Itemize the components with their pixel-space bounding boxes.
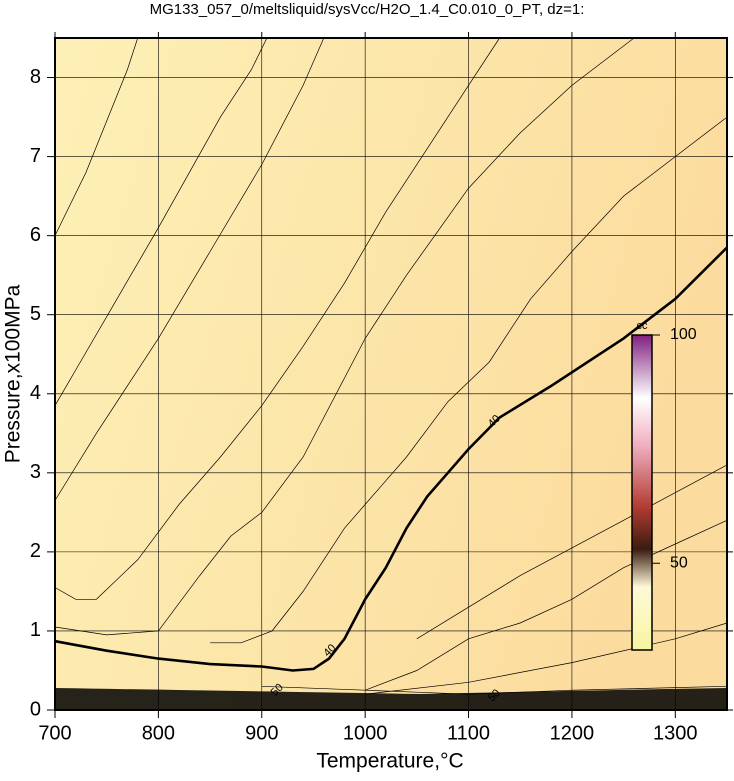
x-tick-label: 1200 xyxy=(550,722,595,744)
x-tick-label: 1000 xyxy=(343,722,388,744)
x-tick-label: 700 xyxy=(38,722,71,744)
y-tick-label: 5 xyxy=(30,303,41,325)
contour-line xyxy=(365,622,728,695)
contour-line xyxy=(210,116,728,644)
contour-line xyxy=(54,37,500,600)
y-tick-label: 7 xyxy=(30,145,41,167)
colorbar-label: cc xyxy=(637,320,649,332)
y-tick-label: 0 xyxy=(30,698,41,720)
contour-line xyxy=(416,464,728,640)
colorbar xyxy=(631,334,653,651)
x-tick-label: 1100 xyxy=(447,722,490,744)
y-tick-label: 3 xyxy=(30,461,41,483)
y-tick-label: 6 xyxy=(30,224,41,246)
plot-area: 40405050 xyxy=(54,37,728,711)
contour-line xyxy=(54,37,268,406)
x-tick-label: 800 xyxy=(142,722,175,744)
x-axis-label: Temperature,°C xyxy=(316,750,463,773)
contour-line-bold xyxy=(54,246,728,672)
y-axis-label: Pressure,x100MPa xyxy=(2,284,25,463)
x-tick-label: 1300 xyxy=(653,722,698,744)
plot-frame xyxy=(54,37,728,711)
contour-line xyxy=(54,37,325,501)
y-tick-label: 8 xyxy=(30,66,41,88)
dense-contours xyxy=(55,688,727,710)
y-tick-label: 4 xyxy=(30,382,41,404)
plot-background xyxy=(55,38,727,710)
contour-line xyxy=(54,37,139,236)
contour-line xyxy=(54,37,635,636)
y-tick-label: 1 xyxy=(30,619,41,641)
y-tick-label: 2 xyxy=(30,540,41,562)
chart-title: MG133_057_0/meltsliquid/sysVcc/H2O_1.4_C… xyxy=(150,1,585,18)
x-tick-label: 900 xyxy=(245,722,278,744)
colorbar-tick-label: 100 xyxy=(670,326,697,343)
colorbar-tick-label: 50 xyxy=(670,554,688,571)
contour-line xyxy=(365,519,728,691)
